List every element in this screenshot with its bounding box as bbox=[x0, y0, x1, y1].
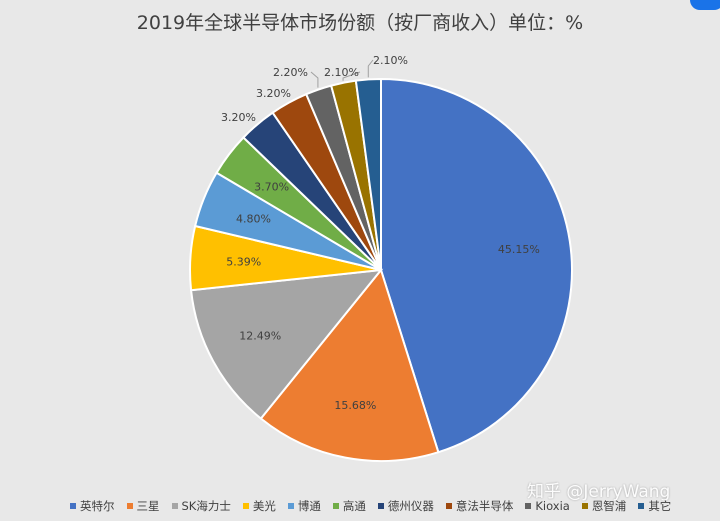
legend-swatch-5 bbox=[332, 503, 339, 509]
slice-label-10: 2.10% bbox=[373, 54, 408, 67]
slice-label-4: 4.80% bbox=[236, 213, 271, 226]
legend-item-3: 美光 bbox=[242, 498, 276, 514]
legend-label-5: 高通 bbox=[342, 499, 366, 513]
legend-swatch-9 bbox=[581, 503, 588, 509]
corner-badge bbox=[690, 0, 720, 10]
watermark: 知乎 @JerryWang bbox=[527, 482, 671, 502]
slice-label-9: 2.10% bbox=[324, 66, 359, 79]
slice-label-2: 12.49% bbox=[239, 330, 281, 343]
slice-label-5: 3.70% bbox=[254, 181, 289, 194]
slice-label-0: 45.15% bbox=[498, 243, 540, 256]
legend-item-2: SK海力士 bbox=[171, 498, 231, 514]
legend-label-4: 博通 bbox=[297, 499, 321, 513]
legend-item-0: 英特尔 bbox=[70, 498, 115, 514]
slice-label-7: 3.20% bbox=[256, 87, 291, 100]
legend-item-6: 德州仪器 bbox=[377, 498, 434, 514]
legend-label-8: Kioxia bbox=[535, 499, 570, 513]
legend-swatch-0 bbox=[70, 503, 76, 509]
slice-label-3: 5.39% bbox=[226, 255, 261, 268]
legend-item-10: 其它 bbox=[638, 498, 671, 514]
leader-line-10 bbox=[367, 59, 374, 78]
legend-label-10: 其它 bbox=[648, 499, 672, 513]
legend-label-0: 英特尔 bbox=[80, 499, 115, 513]
legend-item-8: Kioxia bbox=[525, 499, 570, 513]
chart-title: 2019年全球半导体市场份额（按厂商收入）单位：% bbox=[136, 12, 584, 34]
legend-item-4: 博通 bbox=[287, 498, 321, 514]
slice-label-6: 3.20% bbox=[221, 111, 256, 124]
legend-label-7: 意法半导体 bbox=[455, 499, 514, 513]
legend-label-2: SK海力士 bbox=[181, 499, 231, 513]
legend-swatch-4 bbox=[287, 503, 294, 509]
legend-swatch-8 bbox=[525, 503, 532, 509]
legend-swatch-2 bbox=[171, 503, 178, 509]
legend-swatch-10 bbox=[638, 503, 645, 509]
slice-label-1: 15.68% bbox=[334, 399, 376, 412]
legend-item-7: 意法半导体 bbox=[445, 498, 514, 514]
legend-swatch-6 bbox=[377, 503, 384, 509]
legend-item-9: 恩智浦 bbox=[581, 498, 627, 514]
legend-label-9: 恩智浦 bbox=[591, 499, 627, 513]
legend-item-1: 三星 bbox=[126, 498, 160, 514]
pie-slice-0 bbox=[380, 77, 573, 454]
legend-swatch-3 bbox=[242, 503, 249, 509]
leader-line-9 bbox=[342, 71, 361, 81]
slice-label-8: 2.20% bbox=[273, 66, 308, 79]
pie-slice-10 bbox=[354, 77, 382, 271]
legend-swatch-1 bbox=[126, 503, 133, 509]
chart-legend: 英特尔 三星 SK海力士 美光 博通 高通 德州仪器 意法半导体 Kioxia 恩智浦 其它 bbox=[70, 498, 710, 514]
legend-item-5: 高通 bbox=[332, 498, 366, 514]
pie-slice-1 bbox=[259, 267, 440, 462]
pie-chart: 45.15% 15.68% 12.49% 5.39% 4.80% 3.70% 3.20%3.… bbox=[189, 54, 573, 462]
legend-label-3: 美光 bbox=[252, 499, 276, 513]
legend-label-1: 三星 bbox=[136, 499, 160, 513]
pie-slice-2 bbox=[189, 268, 384, 420]
legend-label-6: 德州仪器 bbox=[387, 499, 434, 513]
legend-swatch-7 bbox=[445, 503, 452, 509]
leader-line-8 bbox=[310, 71, 319, 88]
